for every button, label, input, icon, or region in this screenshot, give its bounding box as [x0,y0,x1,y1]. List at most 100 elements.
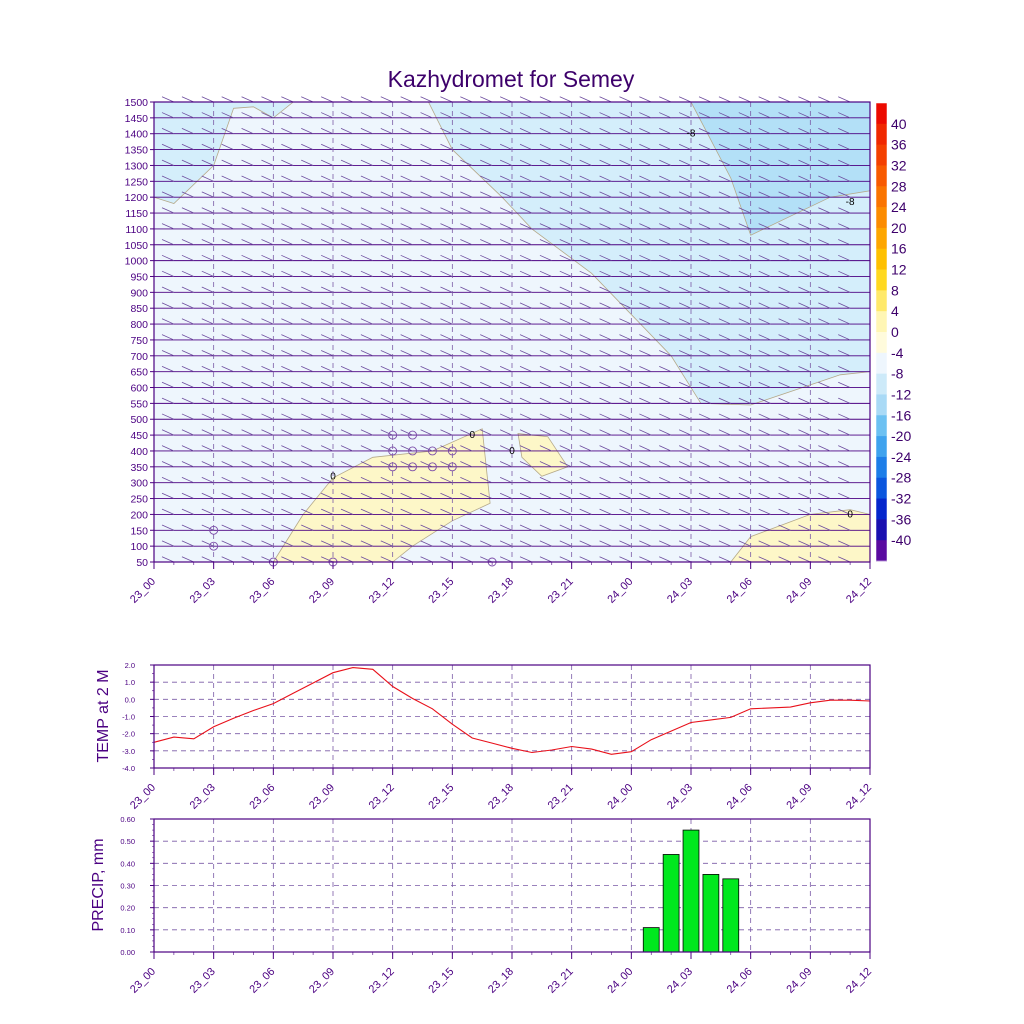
wind-barb [838,445,851,452]
wind-barb [678,254,692,261]
wind-barb [360,175,373,182]
wind-barb [281,492,294,499]
wind-barb [261,556,274,563]
wind-barbs [161,96,851,563]
colorbar-label: 40 [891,116,907,132]
wind-barb [480,239,493,246]
wind-barb [380,540,393,547]
wind-barb [619,492,632,499]
contour-region [272,428,491,563]
wind-barb [778,223,791,230]
wind-barb [499,445,513,452]
wind-barb [380,112,393,119]
wind-barb [420,143,433,150]
wind-barb [559,540,572,547]
wind-barb [758,128,771,135]
wind-barb [798,239,811,246]
wind-barb [738,461,751,468]
wind-barb [380,239,393,246]
precipitation-axis-label: PRECIP, mm [90,838,107,931]
wind-barb [619,381,632,388]
wind-barb [460,445,473,452]
wind-barb [161,96,175,103]
wind-barb [301,350,314,357]
wind-barb [241,461,254,468]
wind-barb [519,477,533,484]
wind-barb [718,445,731,452]
wind-barb [738,365,751,373]
wind-barb [559,175,572,182]
wind-barb [599,254,612,261]
wind-barb [659,334,672,341]
wind-barb [480,381,493,388]
wind-barb [579,397,592,404]
wind-barb [659,143,672,150]
wind-barb [221,461,234,468]
wind-barb [678,270,692,277]
wind-barb [440,286,453,293]
wind-barb [818,334,831,341]
wind-barb [420,96,433,103]
colorbar-label: -16 [891,407,911,423]
wind-barb [181,477,194,484]
wind-barb [559,429,572,436]
wind-barb [320,112,334,119]
wind-barb [221,540,234,547]
wind-barb [460,223,473,230]
wind-barb [539,540,552,547]
wind-barb [758,413,771,420]
wind-barb [838,365,851,373]
wind-barb [599,143,612,150]
y-tick-label: -2.0 [122,730,135,739]
wind-barb [698,381,712,388]
wind-barb [718,381,731,388]
wind-barb [499,286,513,293]
temperature-y-ticks: 2.0 1.0 0.0 -1.0 -2.0 -3.0 -4.0 [122,661,154,773]
wind-barb [261,270,274,277]
wind-barb [241,96,254,103]
wind-barb [619,508,632,515]
wind-barb [320,254,334,261]
precipitation-bar [702,874,720,953]
wind-barb [400,477,413,484]
wind-barb [480,159,493,166]
wind-barb [818,365,831,373]
wind-barb [281,445,294,452]
wind-barb [460,175,473,182]
wind-barb [579,239,592,246]
wind-barb [380,445,393,452]
wind-barb [619,334,632,341]
wind-barb [301,524,314,531]
wind-barb [599,413,612,420]
contour-label: 0 [509,446,515,457]
wind-barb [380,365,393,373]
wind-barb [639,143,652,150]
wind-barb [440,477,453,484]
wind-barb [281,413,294,420]
wind-barb [718,175,731,182]
wind-barb [678,413,692,420]
wind-barb [678,445,692,452]
wind-barb [181,96,194,103]
wind-barb [798,477,811,484]
wind-barb [181,128,194,135]
wind-barb [420,413,433,420]
wind-barb [221,350,234,357]
y-tick-label: 0.50 [120,837,135,846]
wind-barb [499,508,513,515]
wind-barb [579,286,592,293]
wind-barb [241,556,254,563]
wind-barb [818,286,831,293]
wind-barb [400,524,413,531]
wind-barb [360,540,373,547]
wind-barb [360,492,373,499]
wind-barb [678,191,692,198]
wind-barb [480,128,493,135]
wind-barb [161,413,175,420]
wind-barb [440,223,453,230]
wind-barb [539,365,552,373]
y-tick-label: 0.20 [120,904,135,913]
wind-barb [301,270,314,277]
wind-barb [698,96,712,103]
x-tick-label: 23_06 [247,782,277,812]
